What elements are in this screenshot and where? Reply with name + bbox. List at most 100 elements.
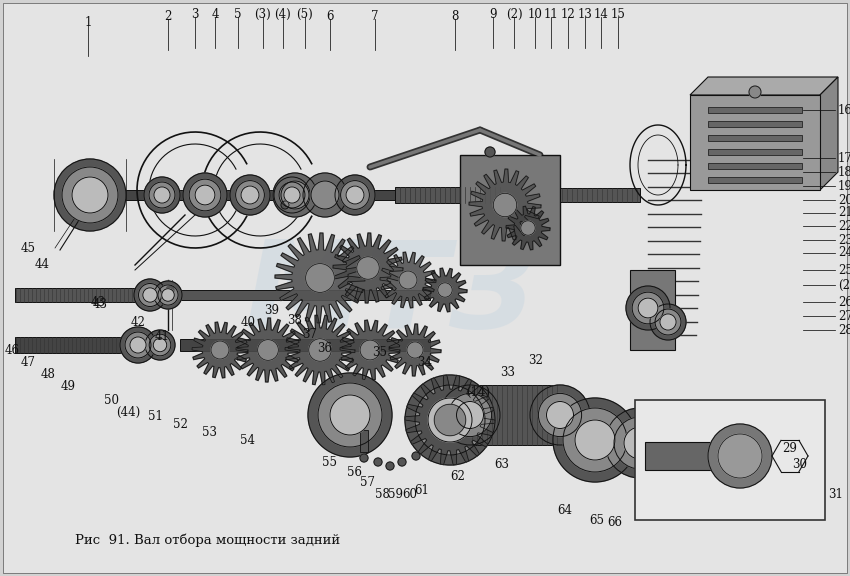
Circle shape: [412, 452, 420, 460]
Text: 62: 62: [450, 469, 466, 483]
Circle shape: [149, 182, 175, 208]
Circle shape: [374, 458, 382, 466]
Circle shape: [230, 175, 270, 215]
Circle shape: [341, 181, 370, 210]
Circle shape: [120, 327, 156, 363]
Circle shape: [154, 187, 170, 203]
Text: 22: 22: [838, 219, 850, 233]
Text: (3): (3): [255, 8, 271, 21]
Circle shape: [434, 404, 466, 436]
Circle shape: [241, 186, 259, 204]
Circle shape: [632, 292, 664, 324]
Circle shape: [650, 304, 686, 340]
Text: 43: 43: [90, 295, 105, 309]
Polygon shape: [333, 233, 403, 303]
Bar: [635, 400, 825, 520]
Text: 44: 44: [35, 257, 49, 271]
Text: 30: 30: [792, 457, 808, 471]
Circle shape: [309, 339, 332, 361]
Text: 31: 31: [829, 487, 843, 501]
Circle shape: [258, 340, 278, 361]
Circle shape: [281, 201, 289, 209]
Polygon shape: [285, 315, 355, 385]
Text: 38: 38: [287, 313, 303, 327]
Circle shape: [143, 288, 157, 302]
Circle shape: [190, 179, 221, 211]
Text: 17: 17: [838, 151, 850, 165]
Circle shape: [575, 420, 615, 460]
Circle shape: [485, 147, 495, 157]
Polygon shape: [506, 206, 550, 250]
Circle shape: [438, 283, 452, 297]
Circle shape: [311, 181, 339, 209]
Circle shape: [162, 289, 174, 301]
Circle shape: [166, 286, 174, 294]
Text: 28: 28: [838, 324, 850, 336]
Polygon shape: [380, 252, 436, 308]
Text: 29: 29: [783, 441, 797, 454]
Circle shape: [139, 283, 162, 306]
Circle shape: [428, 398, 472, 442]
Bar: [470, 385, 560, 445]
Text: Рис  91. Вал отбора мощности задний: Рис 91. Вал отбора мощности задний: [75, 533, 340, 547]
Circle shape: [125, 332, 151, 358]
Text: 39: 39: [264, 304, 280, 316]
Circle shape: [72, 177, 108, 213]
Text: 21: 21: [838, 207, 850, 219]
Circle shape: [54, 159, 126, 231]
Circle shape: [62, 167, 118, 223]
Bar: [690, 95, 820, 190]
Circle shape: [318, 383, 382, 447]
Circle shape: [308, 373, 392, 457]
Text: 51: 51: [148, 410, 162, 423]
Circle shape: [281, 181, 309, 209]
Text: 13: 13: [577, 8, 592, 21]
Text: 33: 33: [501, 366, 515, 378]
Circle shape: [405, 375, 495, 465]
Circle shape: [538, 393, 581, 437]
Text: 65: 65: [590, 513, 604, 526]
Bar: [708, 135, 802, 141]
Text: 18: 18: [838, 165, 850, 179]
Circle shape: [274, 177, 310, 213]
Text: 58: 58: [375, 487, 389, 501]
Text: 45: 45: [20, 241, 36, 255]
Circle shape: [398, 458, 406, 466]
Circle shape: [330, 395, 370, 435]
Circle shape: [183, 173, 227, 217]
Text: 7: 7: [371, 10, 379, 23]
Circle shape: [335, 175, 375, 215]
Circle shape: [553, 398, 637, 482]
Text: 63: 63: [495, 457, 509, 471]
Text: 50: 50: [105, 393, 120, 407]
Circle shape: [196, 185, 215, 205]
Circle shape: [150, 334, 171, 356]
Circle shape: [655, 309, 681, 335]
Text: 61: 61: [415, 483, 429, 497]
Circle shape: [360, 340, 380, 360]
Text: 55: 55: [322, 456, 337, 468]
Circle shape: [360, 454, 368, 462]
Circle shape: [642, 415, 702, 475]
Text: 2: 2: [164, 10, 172, 23]
Text: 66: 66: [608, 516, 622, 529]
Bar: [460, 155, 560, 265]
Text: 37: 37: [303, 328, 318, 340]
Text: 40: 40: [241, 316, 256, 328]
Text: 24: 24: [838, 247, 850, 260]
Text: 54: 54: [241, 434, 256, 446]
Circle shape: [235, 181, 264, 210]
Circle shape: [449, 393, 491, 437]
Circle shape: [134, 279, 166, 311]
Bar: [395, 187, 505, 203]
Circle shape: [346, 186, 364, 204]
Text: 47: 47: [20, 355, 36, 369]
Bar: [645, 442, 735, 470]
Circle shape: [415, 385, 485, 455]
Bar: [708, 149, 802, 155]
Circle shape: [660, 314, 676, 330]
Text: 11: 11: [544, 8, 558, 21]
Text: 59: 59: [388, 487, 404, 501]
Text: 49: 49: [60, 381, 76, 393]
Circle shape: [273, 173, 317, 217]
